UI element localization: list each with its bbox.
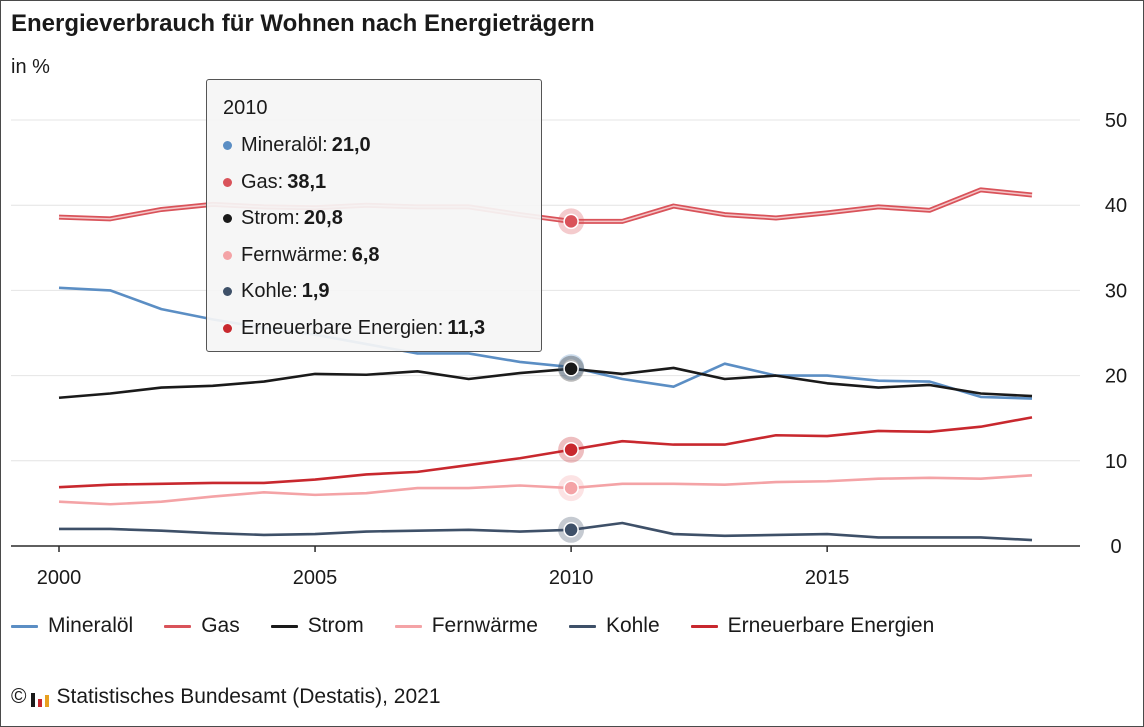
legend-item[interactable]: Erneuerbare Energien — [690, 614, 935, 638]
data-tooltip: 2010 Mineralöl: 21,0 Gas: 38,1 Strom: 20,8 Fer… — [206, 79, 542, 352]
highlight-point — [563, 480, 579, 496]
highlight-point — [563, 361, 579, 377]
series-dot-icon — [223, 141, 232, 150]
highlight-point — [563, 522, 579, 538]
tooltip-label: Kohle: — [241, 280, 298, 302]
y-tick-label: 40 — [1105, 195, 1127, 217]
x-tick-label: 2015 — [805, 567, 850, 589]
tooltip-label: Mineralöl: — [241, 134, 328, 156]
series-line-mineral-l — [58, 286, 1033, 400]
legend-item[interactable]: Gas — [164, 614, 240, 638]
highlight-point — [563, 441, 579, 458]
tooltip-row: Kohle: 1,9 — [223, 280, 330, 303]
tooltip-row: Fernwärme: 6,8 — [223, 244, 380, 267]
legend-label: Strom — [307, 614, 364, 637]
y-tick-label: 50 — [1105, 110, 1127, 132]
legend-swatch-icon — [568, 624, 596, 628]
y-tick-label: 20 — [1105, 366, 1127, 388]
legend: Mineralöl Gas Strom Fernwärme Kohle Erneuerba… — [11, 614, 965, 638]
y-tick-label: 0 — [1110, 536, 1121, 558]
legend-item[interactable]: Fernwärme — [394, 614, 538, 638]
legend-swatch-icon — [164, 624, 192, 628]
legend-label: Kohle — [605, 614, 660, 637]
destatis-logo-icon — [30, 687, 50, 707]
series-dot-icon — [223, 250, 232, 260]
series-dot-icon — [223, 323, 232, 333]
x-tick-label: 2005 — [293, 567, 338, 589]
tooltip-value: 21,0 — [331, 134, 371, 156]
series-line-kohle — [59, 521, 1033, 542]
source-text: Statistisches Bundesamt (Destatis), 2021 — [56, 685, 441, 708]
y-axis-unit: in % — [11, 56, 50, 78]
x-tick-label: 2010 — [549, 567, 594, 589]
tooltip-value: 6,8 — [351, 243, 380, 266]
tooltip-value: 11,3 — [447, 316, 486, 339]
tooltip-row: Gas: 38,1 — [223, 171, 326, 194]
legend-label: Mineralöl — [48, 614, 134, 637]
legend-swatch-icon — [270, 624, 298, 628]
legend-swatch-icon — [690, 624, 718, 628]
tooltip-label: Gas: — [241, 170, 284, 193]
tooltip-row: Erneuerbare Energien: 11,3 — [223, 317, 485, 340]
tooltip-row: Mineralöl: 21,0 — [223, 134, 371, 157]
tooltip-label: Strom: — [241, 207, 300, 229]
tooltip-label: Erneuerbare Energien: — [241, 316, 444, 339]
series-dot-icon — [223, 287, 232, 296]
legend-item[interactable]: Strom — [270, 614, 364, 638]
series-dot-icon — [223, 177, 232, 187]
legend-label: Erneuerbare Energien — [727, 614, 935, 637]
series-dot-icon — [223, 214, 232, 223]
x-tick-label: 2000 — [37, 567, 82, 589]
legend-item[interactable]: Kohle — [568, 614, 660, 638]
series-line-erneuerbare-energien — [58, 416, 1033, 489]
tooltip-row: Strom: 20,8 — [223, 207, 343, 230]
y-tick-label: 10 — [1105, 451, 1127, 473]
legend-label: Fernwärme — [431, 614, 538, 637]
tooltip-label: Fernwärme: — [241, 243, 348, 266]
tooltip-value: 20,8 — [303, 207, 343, 229]
source-line: © Statistisches Bundesamt (Destatis), 20… — [11, 685, 441, 709]
legend-item[interactable]: Mineralöl — [11, 614, 133, 638]
legend-swatch-icon — [394, 624, 422, 628]
chart-title: Energieverbrauch für Wohnen nach Energie… — [11, 10, 595, 37]
legend-swatch-icon — [11, 624, 38, 628]
highlight-point — [563, 213, 579, 230]
tooltip-year: 2010 — [223, 97, 268, 119]
tooltip-value: 38,1 — [287, 170, 327, 193]
legend-label: Gas — [201, 614, 240, 637]
copyright-symbol: © — [11, 685, 27, 708]
y-tick-label: 30 — [1105, 280, 1127, 302]
line-chart[interactable]: 0 10 20 30 40 50 2000 2005 2010 2015 — [0, 0, 1144, 600]
series-line-strom — [58, 366, 1033, 400]
series-line-fernw-rme — [58, 473, 1033, 506]
tooltip-value: 1,9 — [301, 280, 330, 302]
